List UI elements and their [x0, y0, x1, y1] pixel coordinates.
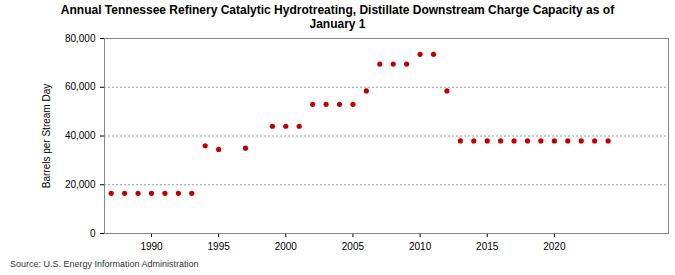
html-text:Source: U.S. Energy Informatio: Source: U.S. Energy Information Administ…: [10, 259, 199, 269]
svg-text:2005: 2005: [342, 241, 365, 252]
svg-text:0: 0: [90, 228, 96, 239]
html-text:Annual Tennessee Refinery Cata: Annual Tennessee Refinery Catalytic Hydr…: [60, 3, 615, 31]
svg-text:2020: 2020: [543, 241, 566, 252]
svg-text:40,000: 40,000: [65, 130, 96, 141]
svg-text:1995: 1995: [208, 241, 231, 252]
svg-text:1990: 1990: [140, 241, 163, 252]
svg-text:60,000: 60,000: [65, 81, 96, 92]
svg-text:2010: 2010: [409, 241, 432, 252]
svg-text:2015: 2015: [476, 241, 499, 252]
svg-text:Barrels per Stream Day: Barrels per Stream Day: [41, 84, 52, 188]
svg-text:80,000: 80,000: [65, 33, 96, 44]
svg-text:2000: 2000: [275, 241, 298, 252]
svg-text:20,000: 20,000: [65, 179, 96, 190]
